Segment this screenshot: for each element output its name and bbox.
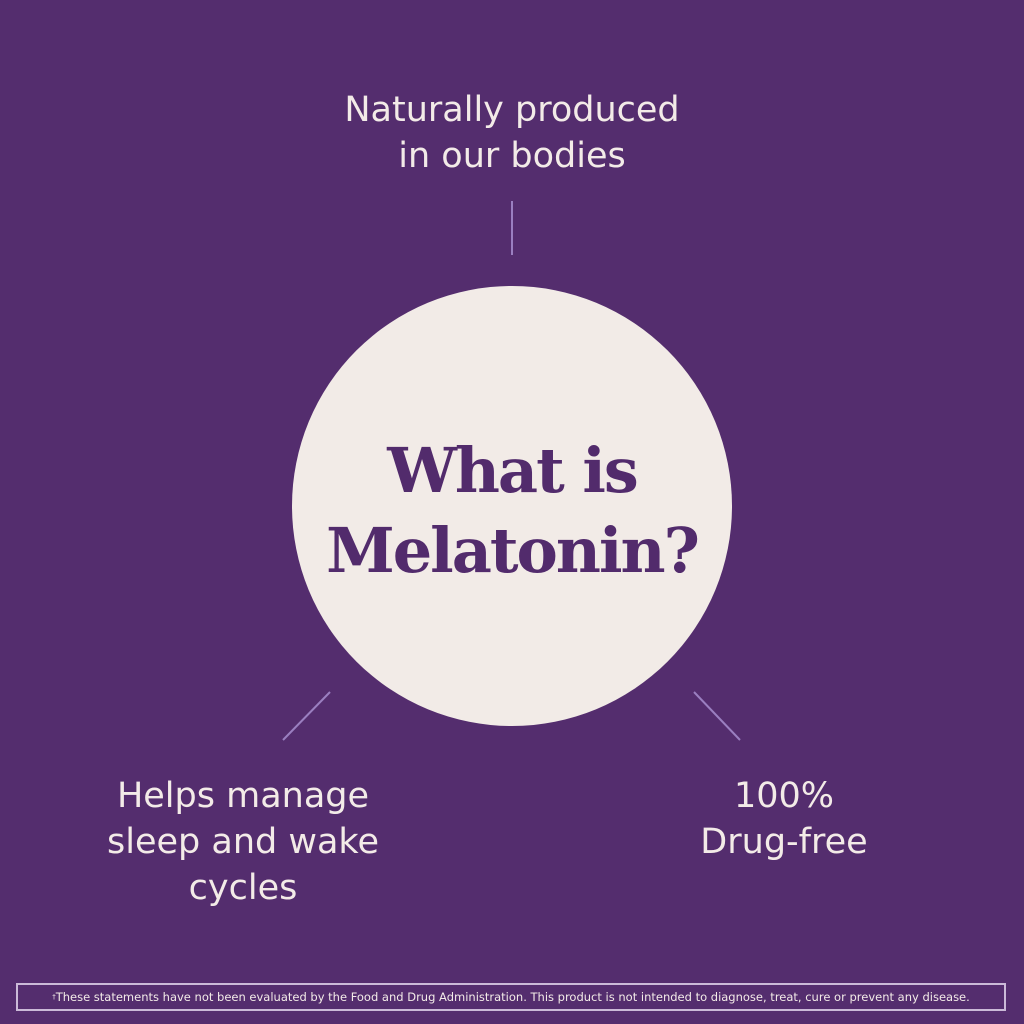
title-line: Melatonin? xyxy=(326,514,700,587)
fact-line: Drug-free xyxy=(700,822,868,862)
fact-line: cycles xyxy=(188,868,298,908)
title-line: What is xyxy=(387,434,639,507)
fact-sleep-wake: Helps manage sleep and wake cycles xyxy=(43,773,443,911)
fda-disclaimer: † These statements have not been evaluate… xyxy=(16,983,1006,1011)
fact-line: Naturally produced xyxy=(344,90,680,130)
fact-naturally-produced: Naturally produced in our bodies xyxy=(262,87,762,179)
fact-line: Helps manage xyxy=(116,776,370,816)
connector-right xyxy=(693,691,741,741)
title-circle: What is Melatonin? xyxy=(292,286,732,726)
fact-drug-free: 100% Drug-free xyxy=(634,773,934,865)
fact-line: 100% xyxy=(733,776,835,816)
page-title: What is Melatonin? xyxy=(326,431,700,591)
connector-left xyxy=(282,691,331,741)
fact-line: sleep and wake xyxy=(107,822,379,862)
disclaimer-text: These statements have not been evaluated… xyxy=(55,990,970,1004)
dagger-mark: † xyxy=(52,993,56,1001)
fact-line: in our bodies xyxy=(398,136,626,176)
